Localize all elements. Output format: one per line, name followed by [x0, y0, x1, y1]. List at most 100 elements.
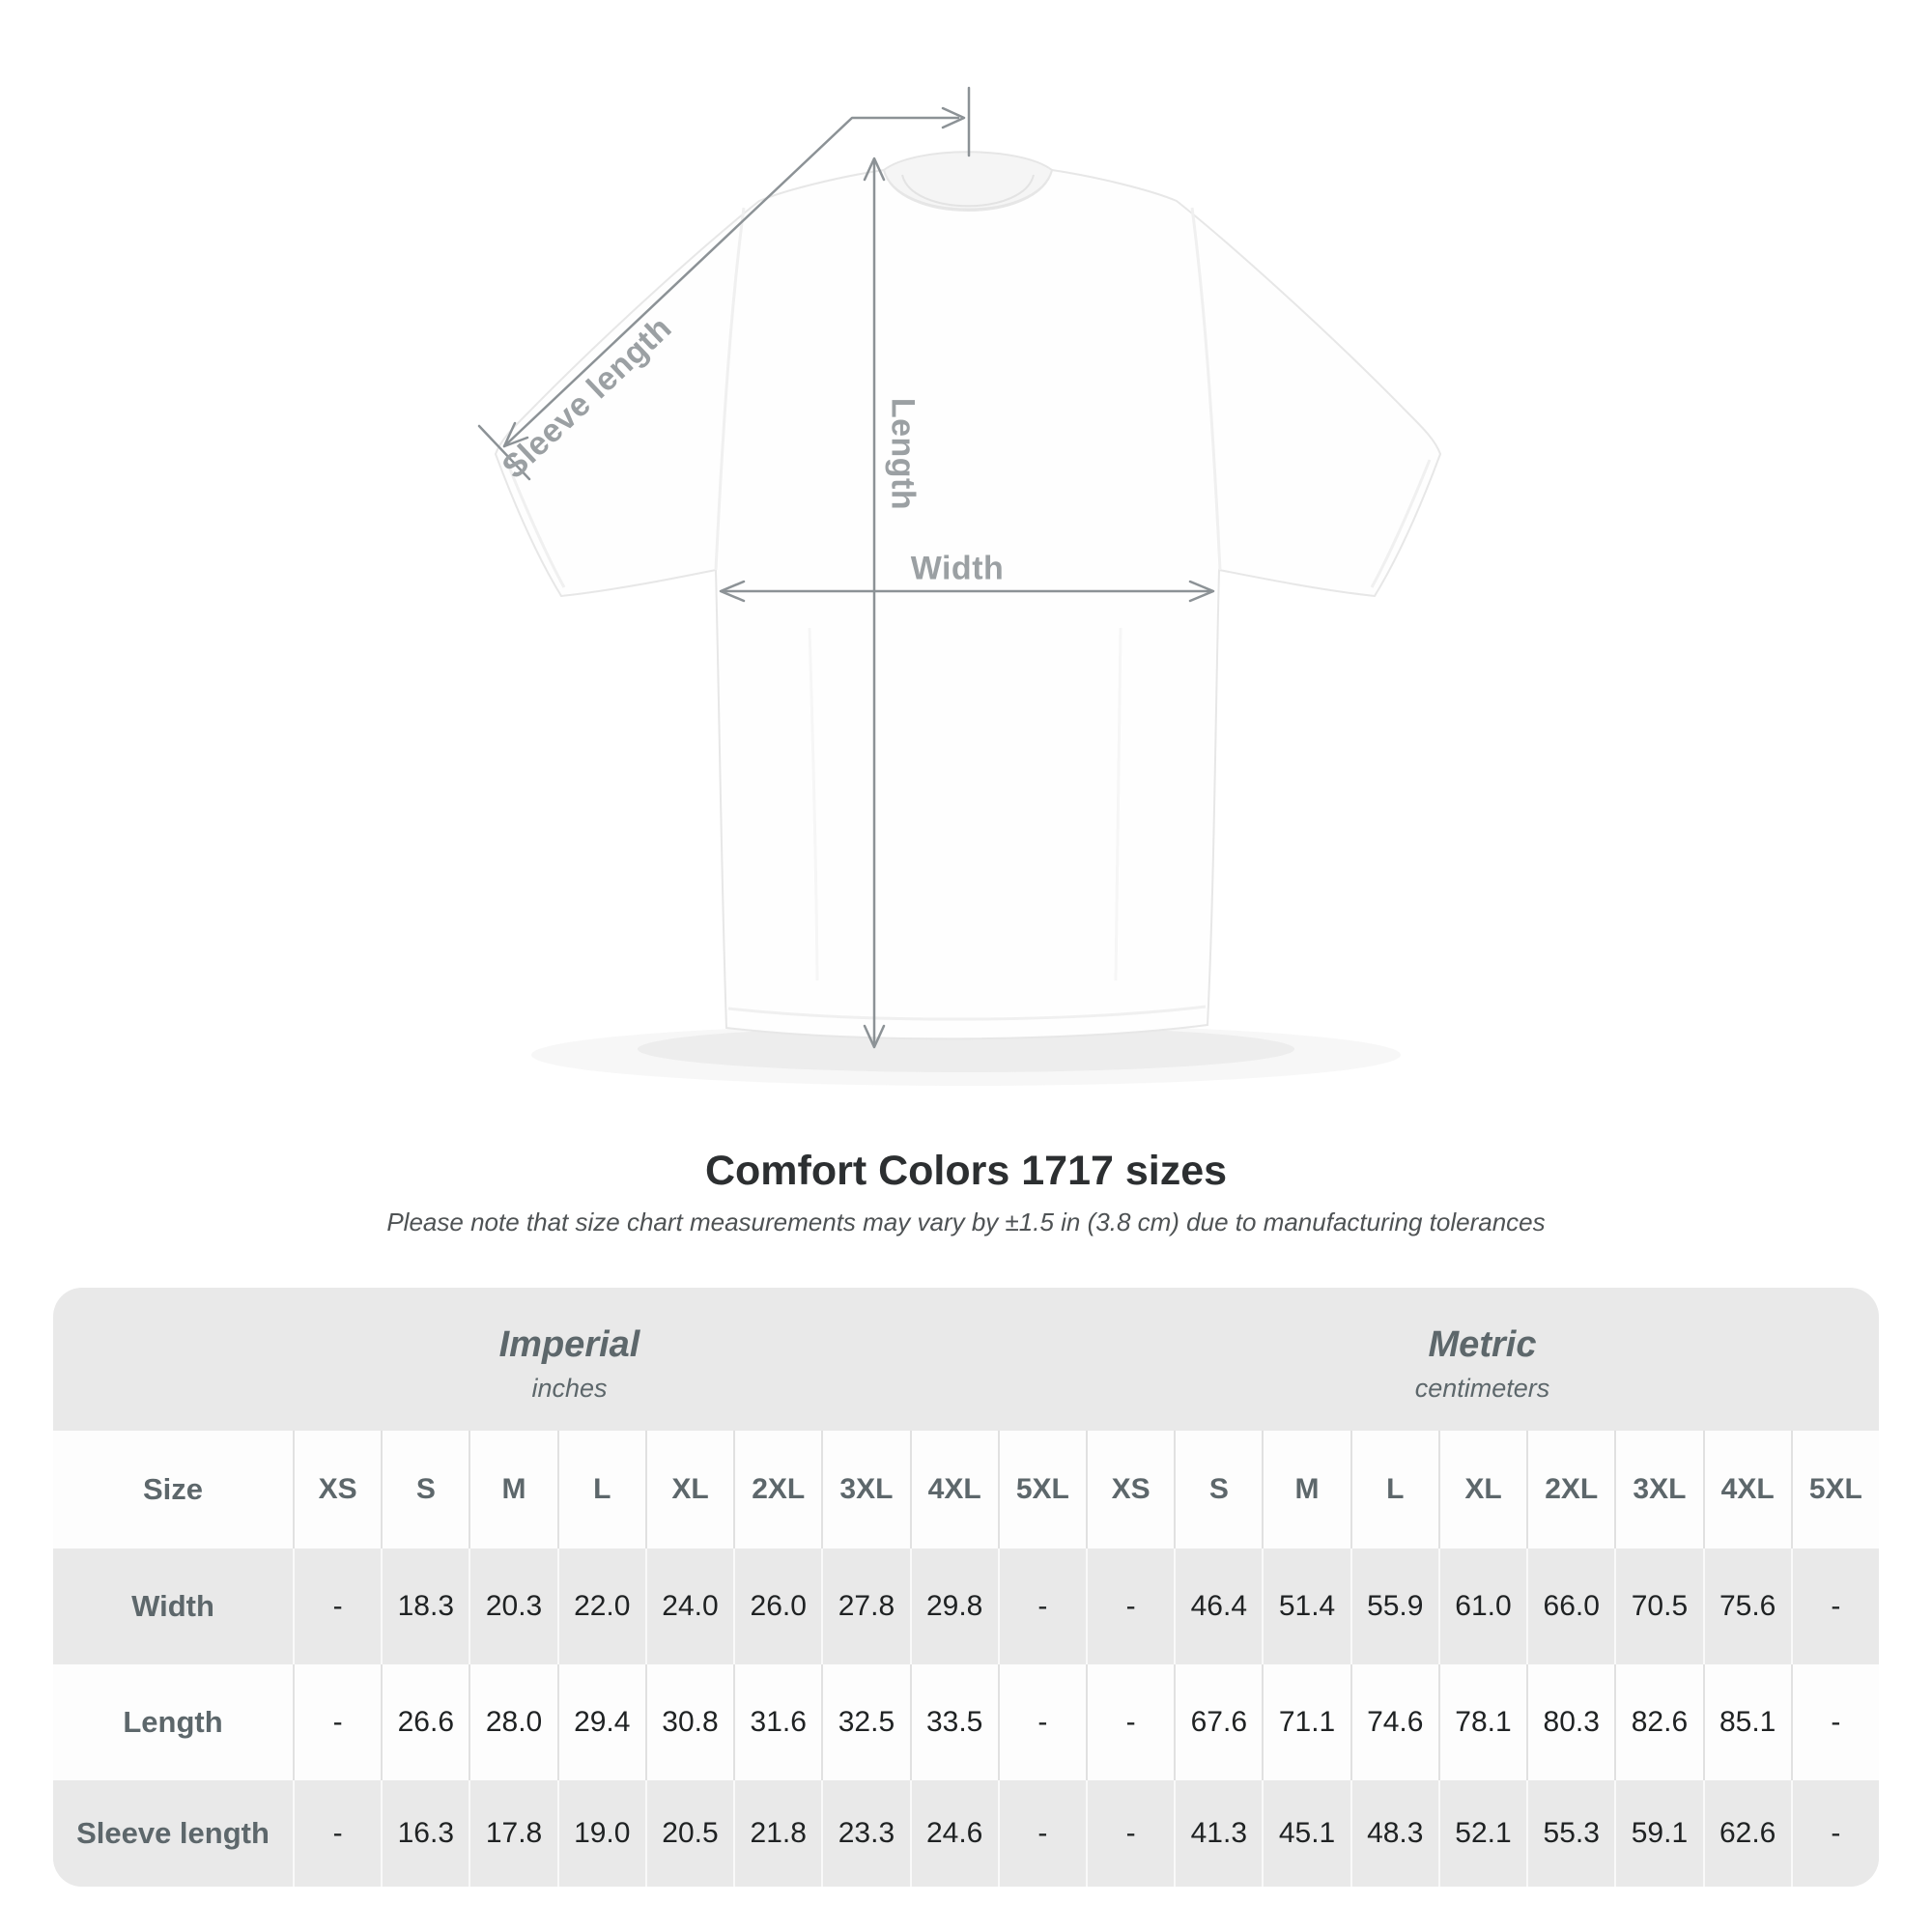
tshirt-body	[494, 168, 1442, 1040]
value-cell: 61.0	[1437, 1548, 1526, 1664]
value-cell: -	[1790, 1780, 1879, 1887]
value-cell: 48.3	[1350, 1780, 1438, 1887]
value-cell: 21.8	[733, 1780, 821, 1887]
value-cell: 66.0	[1526, 1548, 1614, 1664]
value-cell: 31.6	[733, 1664, 821, 1780]
value-cell: -	[1085, 1548, 1174, 1664]
imperial-label: Imperial	[498, 1324, 640, 1365]
value-cell: -	[1790, 1664, 1879, 1780]
size-header-cell: XL	[1437, 1431, 1526, 1548]
size-header-cell: S	[1174, 1431, 1262, 1548]
value-cell: 85.1	[1702, 1664, 1791, 1780]
size-header-cell: L	[1350, 1431, 1438, 1548]
value-cell: 45.1	[1262, 1780, 1350, 1887]
value-cell: -	[293, 1664, 381, 1780]
value-cell: 67.6	[1174, 1664, 1262, 1780]
metric-label: Metric	[1428, 1324, 1537, 1365]
size-header-cell: XS	[1085, 1431, 1174, 1548]
value-cell: 30.8	[644, 1664, 733, 1780]
metric-unit: centimeters	[1414, 1374, 1550, 1403]
tshirt-seams	[504, 207, 1432, 1021]
width-label: Width	[910, 550, 1005, 587]
value-cell: 55.9	[1350, 1548, 1438, 1664]
imperial-group-header: Imperial inches	[53, 1288, 1086, 1431]
sleeve-length-row-label: Sleeve length	[76, 1816, 270, 1850]
value-cell: 16.3	[381, 1780, 469, 1887]
size-header-cell: 4XL	[1702, 1431, 1791, 1548]
width-row-label: Width	[131, 1589, 214, 1623]
imperial-unit: inches	[531, 1374, 608, 1403]
value-cell: 20.3	[469, 1548, 556, 1664]
value-cell: 74.6	[1350, 1664, 1438, 1780]
value-cell: 17.8	[469, 1780, 556, 1887]
value-cell: 70.5	[1614, 1548, 1702, 1664]
metric-group-header: Metric centimeters	[1086, 1288, 1879, 1431]
value-cell: 29.4	[556, 1664, 645, 1780]
value-cell: 27.8	[821, 1548, 909, 1664]
value-cell: 62.6	[1702, 1780, 1791, 1887]
value-cell: -	[1085, 1780, 1174, 1887]
value-cell: 55.3	[1526, 1780, 1614, 1887]
size-header-cell: 3XL	[1614, 1431, 1702, 1548]
width-arrow	[719, 580, 1215, 603]
sleeve-length-row: Sleeve length - 16.3 17.8 19.0 20.5 21.8…	[53, 1780, 1879, 1887]
value-cell: 82.6	[1614, 1664, 1702, 1780]
value-cell: 80.3	[1526, 1664, 1614, 1780]
size-header-cell: M	[469, 1431, 556, 1548]
value-cell: 24.6	[909, 1780, 998, 1887]
value-cell: -	[1790, 1548, 1879, 1664]
size-header-cell: 3XL	[821, 1431, 909, 1548]
value-cell: -	[997, 1780, 1086, 1887]
value-cell: 29.8	[909, 1548, 998, 1664]
shirt-shadow	[531, 1024, 1401, 1086]
value-cell: -	[293, 1548, 381, 1664]
size-header-cell: 2XL	[733, 1431, 821, 1548]
size-header-cell: L	[556, 1431, 645, 1548]
unit-header-row: Imperial inches Metric centimeters	[53, 1288, 1879, 1431]
size-table: Imperial inches Metric centimeters Size …	[53, 1288, 1879, 1887]
size-header-cell: S	[381, 1431, 469, 1548]
length-row-label: Length	[123, 1705, 223, 1739]
value-cell: 32.5	[821, 1664, 909, 1780]
length-arrow	[863, 156, 886, 1049]
value-cell: 19.0	[556, 1780, 645, 1887]
value-cell: 20.5	[644, 1780, 733, 1887]
value-cell: 41.3	[1174, 1780, 1262, 1887]
size-header-cell: M	[1262, 1431, 1350, 1548]
size-header-cell: 5XL	[997, 1431, 1086, 1548]
value-cell: 52.1	[1437, 1780, 1526, 1887]
size-header-cell: XS	[293, 1431, 381, 1548]
value-cell: 26.6	[381, 1664, 469, 1780]
width-row: Width - 18.3 20.3 22.0 24.0 26.0 27.8 29…	[53, 1548, 1879, 1664]
value-cell: 75.6	[1702, 1548, 1791, 1664]
value-cell: 46.4	[1174, 1548, 1262, 1664]
value-cell: 26.0	[733, 1548, 821, 1664]
size-header-cell: 2XL	[1526, 1431, 1614, 1548]
value-cell: 18.3	[381, 1548, 469, 1664]
tshirt-illustration	[477, 86, 1442, 1086]
page-title: Comfort Colors 1717 sizes	[704, 1148, 1228, 1194]
tshirt-measurement-diagram: Sleeve length Length Width	[477, 86, 1442, 1086]
length-label: Length	[884, 397, 922, 511]
value-cell: 78.1	[1437, 1664, 1526, 1780]
value-cell: 24.0	[644, 1548, 733, 1664]
value-cell: 22.0	[556, 1548, 645, 1664]
size-header-row: Size XS S M L XL 2XL 3XL 4XL 5XL XS S M …	[53, 1431, 1879, 1548]
size-row-label: Size	[142, 1472, 204, 1506]
value-cell: -	[997, 1664, 1086, 1780]
sleeve-length-arrow	[477, 106, 966, 481]
value-cell: 59.1	[1614, 1780, 1702, 1887]
value-cell: -	[1085, 1664, 1174, 1780]
value-cell: 33.5	[909, 1664, 998, 1780]
tshirt-collar	[882, 151, 1054, 211]
size-header-cell: 4XL	[909, 1431, 998, 1548]
value-cell: -	[997, 1548, 1086, 1664]
value-cell: -	[293, 1780, 381, 1887]
value-cell: 23.3	[821, 1780, 909, 1887]
value-cell: 28.0	[469, 1664, 556, 1780]
value-cell: 71.1	[1262, 1664, 1350, 1780]
value-cell: 51.4	[1262, 1548, 1350, 1664]
length-row: Length - 26.6 28.0 29.4 30.8 31.6 32.5 3…	[53, 1664, 1879, 1780]
size-header-cell: 5XL	[1790, 1431, 1879, 1548]
size-header-cell: XL	[644, 1431, 733, 1548]
